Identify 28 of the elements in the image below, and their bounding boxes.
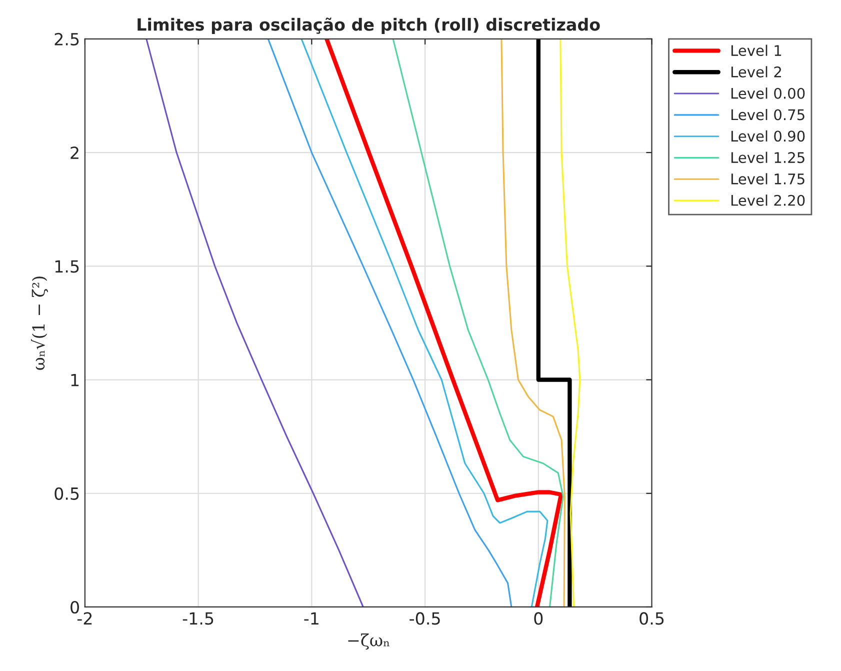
y-axis-title: ωₙ√(1 − ζ²) xyxy=(31,276,48,370)
legend-label: Level 2 xyxy=(731,66,781,78)
y-tick-label: 2 xyxy=(70,146,78,159)
legend-label: Level 2.20 xyxy=(731,194,805,206)
y-tick-label: 2.5 xyxy=(54,32,79,46)
legend-label: Level 0.75 xyxy=(731,108,804,120)
x-tick-label: -1.5 xyxy=(182,612,214,625)
line-series xyxy=(500,38,566,607)
x-tick-label: -1 xyxy=(304,612,318,625)
x-tick-label: 0 xyxy=(534,612,543,625)
line-series xyxy=(267,38,512,607)
legend-label: Level 1.25 xyxy=(731,152,804,164)
x-tick-label: 0.5 xyxy=(640,612,664,625)
y-tick-label: 0.5 xyxy=(54,487,79,500)
chart-title: Limites para oscilação de pitch (roll) discretizado xyxy=(138,18,600,34)
line-series xyxy=(392,38,564,607)
line-series xyxy=(560,38,581,607)
y-tick-label: 1.5 xyxy=(55,260,79,273)
legend-label: Level 1 xyxy=(731,44,782,56)
line-series xyxy=(146,38,364,607)
legend-label: Level 0.00 xyxy=(731,88,805,99)
x-tick-label: -2 xyxy=(77,612,92,625)
y-tick-label: 1 xyxy=(71,374,79,386)
x-axis-title: −ζωₙ xyxy=(348,634,390,650)
legend-label: Level 0.90 xyxy=(731,130,805,142)
x-tick-label: -0.5 xyxy=(410,612,440,625)
legend-label: Level 1.75 xyxy=(731,173,804,184)
y-tick-label: 0 xyxy=(70,600,79,614)
